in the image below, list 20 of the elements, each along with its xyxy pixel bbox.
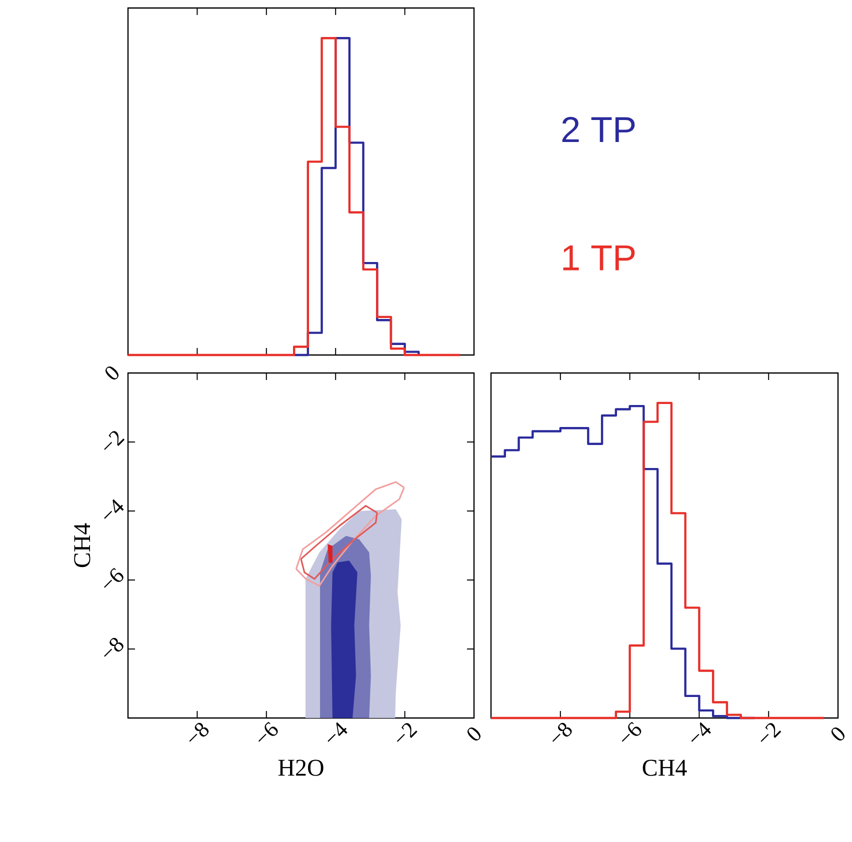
x-tick-label: −8 [189,722,209,742]
x-tick-label: −4 [691,722,711,742]
y-tick-label: −4 [104,499,124,519]
x-tick-label: 0 [831,727,845,740]
y-tick-label: −8 [104,638,124,657]
text: 1 TP [563,245,635,270]
y-tick-label: −2 [104,431,125,450]
x-tick-label: −8 [552,722,572,742]
y-tick-label: −6 [104,568,124,588]
y-axis-title: CH4 [74,523,90,568]
x-tick-label: 0 [467,727,481,740]
x-axis-title: CH4 [642,760,687,776]
x-tick-label: −2 [760,723,782,742]
x-tick-label: −6 [258,722,278,742]
x-tick-label: −4 [328,722,348,742]
text: 2 TP [562,116,635,142]
y-tick-label: 0 [105,366,119,380]
x-tick-label: −6 [622,722,642,742]
x-tick-label: −2 [396,723,418,742]
x-axis-title: H2O [278,760,324,776]
